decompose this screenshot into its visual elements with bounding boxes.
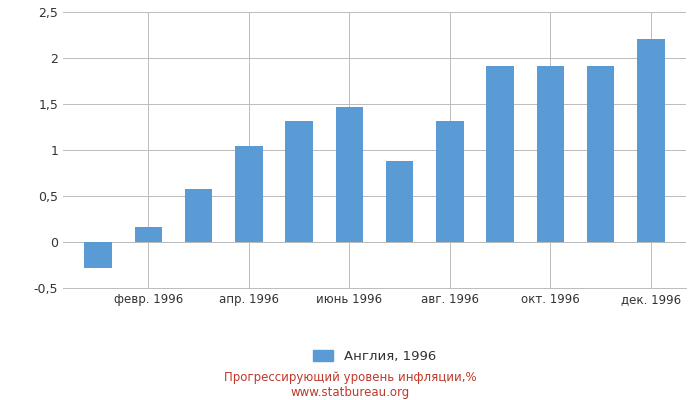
Bar xyxy=(486,66,514,242)
Text: www.statbureau.org: www.statbureau.org xyxy=(290,386,410,399)
Bar xyxy=(637,39,664,242)
Bar xyxy=(587,66,615,242)
Bar xyxy=(536,66,564,242)
Text: Прогрессирующий уровень инфляции,%: Прогрессирующий уровень инфляции,% xyxy=(224,372,476,384)
Bar xyxy=(286,120,313,242)
Bar xyxy=(335,107,363,242)
Legend: Англия, 1996: Англия, 1996 xyxy=(308,344,441,368)
Bar xyxy=(185,189,213,242)
Bar xyxy=(386,161,414,242)
Bar xyxy=(436,120,463,242)
Bar xyxy=(85,242,112,268)
Bar xyxy=(235,146,262,242)
Bar xyxy=(134,227,162,242)
